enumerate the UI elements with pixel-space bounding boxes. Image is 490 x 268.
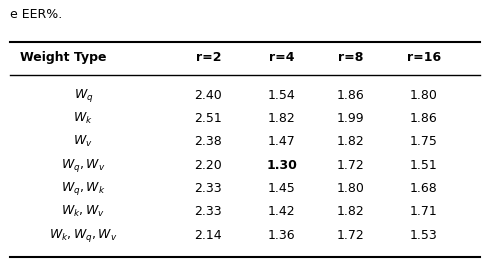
Text: 1.42: 1.42 [268, 205, 295, 218]
Text: $W_k, W_v$: $W_k, W_v$ [61, 204, 105, 219]
Text: $W_v$: $W_v$ [74, 134, 93, 149]
Text: 1.68: 1.68 [410, 182, 438, 195]
Text: $W_k$: $W_k$ [74, 111, 93, 126]
Text: 1.86: 1.86 [337, 89, 364, 102]
Text: $W_k, W_q, W_v$: $W_k, W_q, W_v$ [49, 226, 118, 244]
Text: 1.86: 1.86 [410, 112, 438, 125]
Text: 1.71: 1.71 [410, 205, 438, 218]
Text: r=2: r=2 [196, 51, 221, 64]
Text: $W_q$: $W_q$ [74, 87, 93, 104]
Text: 1.45: 1.45 [268, 182, 295, 195]
Text: 1.82: 1.82 [268, 112, 295, 125]
Text: 2.33: 2.33 [195, 182, 222, 195]
Text: 1.51: 1.51 [410, 159, 438, 172]
Text: 1.82: 1.82 [337, 205, 364, 218]
Text: 1.30: 1.30 [266, 159, 297, 172]
Text: 1.80: 1.80 [337, 182, 364, 195]
Text: 1.72: 1.72 [337, 159, 364, 172]
Text: Weight Type: Weight Type [20, 51, 106, 64]
Text: 1.80: 1.80 [410, 89, 438, 102]
Text: 1.36: 1.36 [268, 229, 295, 241]
Text: r=4: r=4 [269, 51, 294, 64]
Text: 2.33: 2.33 [195, 205, 222, 218]
Text: r=16: r=16 [407, 51, 441, 64]
Text: 2.20: 2.20 [195, 159, 222, 172]
Text: 1.99: 1.99 [337, 112, 364, 125]
Text: 2.14: 2.14 [195, 229, 222, 241]
Text: 1.75: 1.75 [410, 135, 438, 148]
Text: r=8: r=8 [338, 51, 363, 64]
Text: $W_q, W_k$: $W_q, W_k$ [61, 180, 105, 197]
Text: 1.53: 1.53 [410, 229, 438, 241]
Text: 2.38: 2.38 [195, 135, 222, 148]
Text: 2.51: 2.51 [195, 112, 222, 125]
Text: 1.54: 1.54 [268, 89, 295, 102]
Text: e EER%.: e EER%. [10, 8, 62, 21]
Text: $W_q, W_v$: $W_q, W_v$ [61, 157, 105, 174]
Text: 1.82: 1.82 [337, 135, 364, 148]
Text: 1.47: 1.47 [268, 135, 295, 148]
Text: 1.72: 1.72 [337, 229, 364, 241]
Text: 2.40: 2.40 [195, 89, 222, 102]
